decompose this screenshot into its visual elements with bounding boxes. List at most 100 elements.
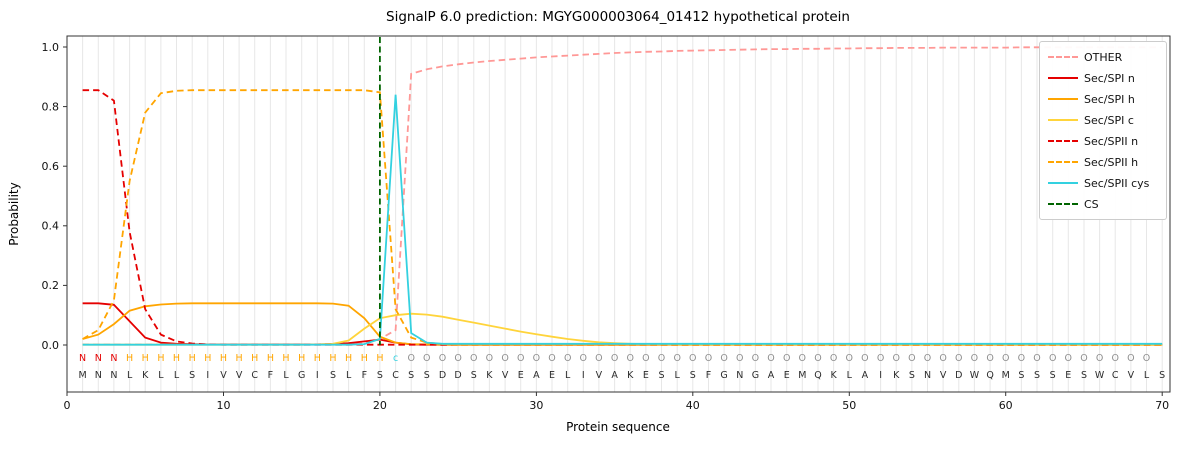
sequence-letter: M [78,370,86,381]
sequence-letter: Q [814,370,821,381]
legend-line-sample [1048,56,1078,58]
legend-item: Sec/SPII h [1048,155,1158,169]
legend-item: Sec/SPI c [1048,113,1158,127]
sequence-letter: L [174,370,180,381]
sequence-letter: V [1128,370,1135,381]
legend-label: OTHER [1084,50,1123,64]
sequence-letter: S [1081,370,1087,381]
sequence-letter: S [1159,370,1165,381]
legend-item: Sec/SPI n [1048,71,1158,85]
sequence-letter: L [346,370,352,381]
x-axis-label: Protein sequence [566,420,670,434]
region-letter: O [517,353,524,364]
series-line-sec-spii-cys [82,94,1163,346]
sequence-letter: V [940,370,947,381]
region-letter: O [1018,353,1025,364]
sequence-letter: C [392,370,399,381]
region-letter: H [345,353,352,364]
sequence-letter: S [1050,370,1056,381]
sequence-letter: F [268,370,273,381]
legend-item: Sec/SPII n [1048,134,1158,148]
sequence-letter: G [752,370,759,381]
sequence-letter: L [565,370,571,381]
y-tick-label: 0.6 [42,160,60,173]
sequence-letter: S [658,370,664,381]
region-letter: O [470,353,477,364]
sequence-letter: K [142,370,149,381]
region-letter: c [393,353,398,364]
region-letter: O [1065,353,1072,364]
sequence-letter: E [643,370,649,381]
region-letter: O [1049,353,1056,364]
sequence-letter: S [909,370,915,381]
region-letter: O [830,353,837,364]
legend-line-sample [1048,77,1078,79]
region-letter: O [486,353,493,364]
x-tick-label: 40 [686,399,700,412]
region-letter: O [501,353,508,364]
sequence-letter: A [862,370,869,381]
sequence-letter: V [220,370,227,381]
region-letter: O [1127,353,1134,364]
x-tick-label: 30 [529,399,543,412]
legend-label: Sec/SPII h [1084,155,1139,169]
sequence-letter: K [627,370,634,381]
sequence-letter: K [486,370,493,381]
region-letter: O [533,353,540,364]
region-letter: O [705,353,712,364]
region-letter: O [1143,353,1150,364]
region-letter: O [971,353,978,364]
sequence-letter: L [675,370,681,381]
sequence-letter: S [189,370,195,381]
sequence-letter: S [690,370,696,381]
legend-label: Sec/SPI n [1084,71,1135,85]
region-letter: H [267,353,274,364]
legend-label: Sec/SPI h [1084,92,1135,106]
region-letter: O [689,353,696,364]
region-letter: O [908,353,915,364]
region-letter: H [126,353,133,364]
sequence-letter: V [596,370,603,381]
sequence-letter: D [454,370,461,381]
sequence-letter: N [736,370,743,381]
region-letter: O [720,353,727,364]
sequence-letter: K [893,370,900,381]
legend-line-sample [1048,203,1078,205]
region-letter: O [736,353,743,364]
region-letter: H [314,353,321,364]
y-tick-label: 1.0 [42,41,60,54]
sequence-letter: L [283,370,289,381]
sequence-letter: E [549,370,555,381]
region-letter: O [548,353,555,364]
sequence-letter: E [1065,370,1071,381]
x-tick-label: 60 [999,399,1013,412]
sequence-letter: S [330,370,336,381]
y-axis-label: Probability [7,182,21,245]
sequence-letter: F [362,370,367,381]
sequence-letter: A [611,370,618,381]
legend-line-sample [1048,140,1078,142]
legend-item: CS [1048,197,1158,211]
region-letter: O [673,353,680,364]
sequence-letter: G [720,370,727,381]
sequence-letter: G [298,370,305,381]
series-line-sec-spi-h [82,302,1163,346]
region-letter: O [626,353,633,364]
region-letter: H [376,353,383,364]
sequence-letter: C [251,370,258,381]
sequence-letter: L [158,370,164,381]
region-letter: H [173,353,180,364]
legend-line-sample [1048,161,1078,163]
gridlines [82,36,1163,392]
sequence-letter: L [1144,370,1150,381]
sequence-letter: V [502,370,509,381]
axis-ticks: 0 10 20 30 40 50 60 70 0.0 0.2 0.4 0.6 0.8 1.0 [42,41,1170,412]
region-letter: N [79,353,86,364]
region-letter: H [189,353,196,364]
x-tick-label: 10 [217,399,231,412]
series-line-sec-spii-h [82,89,1163,346]
region-letter: O [580,353,587,364]
sequence-letter: N [110,370,117,381]
series-line-other [82,46,1163,346]
